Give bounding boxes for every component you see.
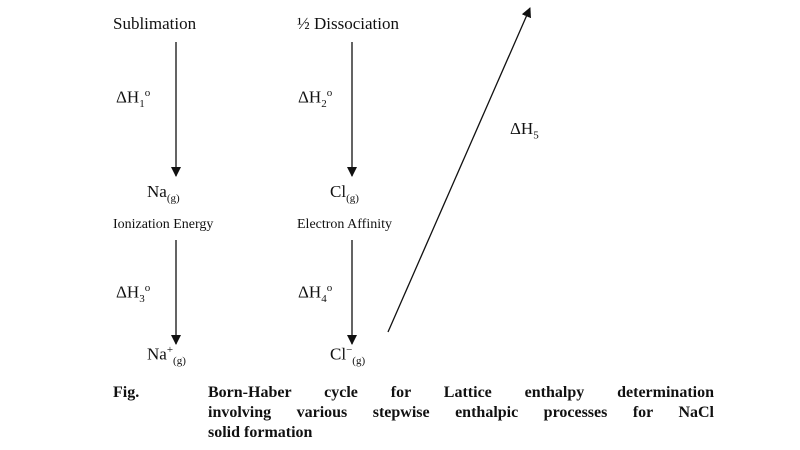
- sub: 5: [533, 129, 539, 142]
- species: Cl(g): [330, 183, 359, 204]
- label: Sublimation: [113, 14, 197, 33]
- symbol: Na: [147, 344, 167, 364]
- sup: o: [326, 87, 333, 99]
- sub: (g): [173, 355, 186, 368]
- sub: (g): [352, 355, 366, 368]
- caption-line: solid formation: [208, 424, 313, 441]
- sub: 1: [139, 98, 145, 111]
- label: Electron Affinity: [297, 217, 392, 232]
- symbol: Cl: [330, 182, 347, 201]
- caption-line: involving various stepwise enthalpic pro…: [208, 404, 714, 421]
- symbol: ΔH: [116, 282, 140, 302]
- enthalpy: ΔH1o: [116, 88, 150, 110]
- symbol: ΔH: [116, 87, 140, 107]
- enthalpy: ΔH2o: [298, 88, 332, 110]
- species: Na(g): [147, 183, 180, 204]
- sup: −: [346, 344, 353, 356]
- sup: +: [166, 344, 174, 356]
- caption-line: Born-Haber cycle for Lattice enthalpy de…: [208, 384, 714, 401]
- label: Ionization Energy: [113, 217, 214, 232]
- symbol: Cl: [330, 344, 347, 364]
- arrow: [387, 7, 531, 333]
- symbol: ΔH: [298, 87, 322, 107]
- sup: o: [144, 282, 151, 294]
- label: ½ Dissociation: [297, 14, 399, 33]
- caption: Born-Haber cycle for Lattice enthalpy de…: [208, 383, 714, 443]
- sub: (g): [346, 192, 359, 205]
- sup: o: [144, 87, 151, 99]
- symbol: Na: [147, 182, 167, 201]
- enthalpy: ΔH3o: [116, 283, 150, 305]
- sup: o: [326, 282, 333, 294]
- sub: (g): [166, 192, 180, 205]
- sub: 2: [321, 98, 327, 111]
- enthalpy: ΔH4o: [298, 283, 332, 305]
- caption-label: Fig.: [113, 384, 140, 401]
- sub: 3: [139, 293, 145, 306]
- sub: 4: [321, 293, 327, 306]
- species: Cl−(g): [330, 345, 365, 367]
- symbol: ΔH: [510, 119, 534, 138]
- enthalpy: ΔH5: [510, 120, 539, 141]
- symbol: ΔH: [298, 282, 322, 302]
- species: Na+(g): [147, 345, 186, 367]
